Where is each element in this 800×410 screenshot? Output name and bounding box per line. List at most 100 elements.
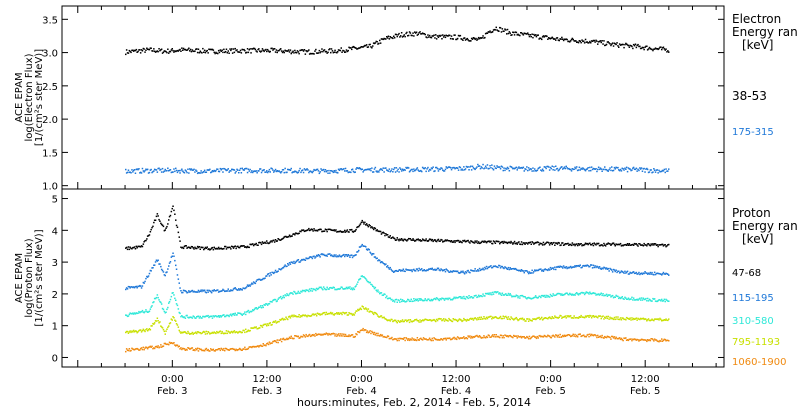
data-point: [645, 272, 647, 274]
data-point: [653, 244, 655, 246]
data-point: [460, 241, 462, 243]
data-point: [515, 294, 518, 296]
data-point: [412, 269, 414, 271]
data-point: [148, 346, 151, 348]
data-point: [652, 297, 654, 300]
data-point: [351, 168, 354, 170]
data-point: [305, 50, 307, 52]
data-point: [282, 337, 285, 340]
data-point: [424, 338, 426, 340]
data-point: [497, 291, 499, 293]
data-point: [407, 34, 410, 37]
data-point: [636, 319, 638, 321]
data-point: [223, 314, 225, 316]
data-point: [273, 340, 275, 343]
data-point: [186, 292, 188, 294]
data-point: [390, 298, 392, 301]
data-point: [462, 337, 464, 339]
data-point: [355, 310, 357, 312]
data-point: [445, 240, 447, 242]
data-point: [195, 317, 197, 319]
data-point: [137, 285, 139, 288]
data-point: [666, 273, 668, 275]
data-point: [357, 47, 359, 50]
data-point: [300, 259, 302, 262]
data-point: [338, 335, 341, 337]
data-point: [453, 34, 455, 36]
data-point: [456, 338, 458, 341]
data-point: [217, 348, 220, 350]
data-point: [634, 168, 637, 171]
data-point: [584, 38, 587, 41]
data-point: [170, 171, 173, 174]
data-point: [151, 171, 153, 174]
data-point: [539, 166, 541, 168]
data-point: [133, 286, 136, 289]
data-point: [255, 346, 257, 348]
data-point: [646, 167, 648, 170]
data-point: [460, 297, 462, 300]
data-point: [361, 46, 363, 48]
data-point: [404, 319, 406, 321]
data-point: [385, 263, 387, 265]
data-point: [386, 266, 388, 268]
data-point: [302, 334, 305, 336]
x-tick-label-day: Feb. 4: [346, 386, 376, 397]
data-point: [631, 45, 633, 48]
data-point: [389, 170, 391, 173]
data-point: [634, 318, 637, 320]
data-point: [663, 48, 666, 50]
data-point: [639, 243, 641, 245]
data-point: [237, 245, 239, 248]
data-point: [595, 294, 597, 296]
data-point: [316, 255, 319, 257]
data-point: [227, 330, 229, 333]
data-point: [303, 335, 306, 337]
data-point: [517, 296, 519, 299]
y-axis-label-line: ACE EPAM: [14, 253, 25, 303]
data-point: [415, 339, 418, 342]
data-point: [220, 332, 222, 335]
data-point: [491, 318, 493, 320]
data-point: [442, 34, 444, 36]
data-point: [435, 268, 438, 271]
data-point: [400, 337, 403, 340]
data-point: [335, 169, 337, 172]
data-point: [175, 303, 178, 305]
data-point: [127, 349, 130, 352]
data-point: [473, 242, 476, 244]
data-point: [384, 38, 386, 40]
data-point: [267, 343, 270, 346]
data-point: [301, 289, 304, 292]
data-point: [231, 168, 233, 171]
data-point: [622, 317, 624, 319]
data-point: [224, 347, 227, 350]
data-point: [481, 336, 483, 339]
data-point: [597, 293, 599, 296]
data-point: [666, 319, 668, 321]
data-point: [628, 243, 631, 245]
data-point: [176, 274, 179, 276]
data-point: [506, 241, 508, 244]
data-point: [519, 243, 521, 245]
data-point: [379, 230, 381, 233]
data-point: [555, 242, 558, 244]
data-point: [530, 272, 532, 274]
data-point: [397, 270, 399, 272]
data-point: [249, 329, 251, 332]
data-point: [174, 319, 176, 321]
data-point: [231, 330, 233, 333]
y-tick-label: 1.5: [42, 148, 58, 159]
data-point: [436, 167, 439, 170]
data-point: [265, 303, 267, 305]
data-point: [215, 315, 217, 317]
data-point: [554, 169, 556, 171]
data-point: [607, 336, 609, 338]
data-point: [476, 240, 478, 242]
data-point: [253, 346, 256, 348]
data-point: [664, 171, 666, 174]
data-point: [362, 221, 364, 223]
data-point: [603, 242, 605, 245]
data-point: [197, 315, 200, 317]
data-point: [138, 49, 140, 51]
